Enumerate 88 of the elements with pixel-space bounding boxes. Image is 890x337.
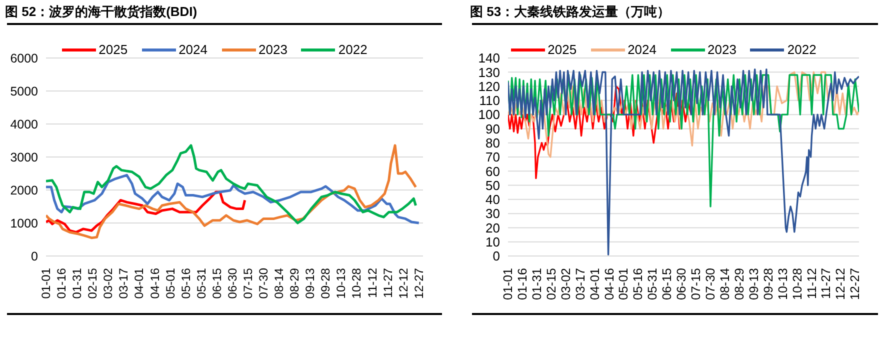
y-tick-label: 1000	[10, 216, 38, 230]
legend-label: 2025	[98, 42, 128, 58]
x-tick-label: 05-16	[631, 268, 646, 300]
x-tick-label: 11-12	[365, 268, 380, 298]
x-tick-label: 03-17	[116, 268, 131, 299]
y-tick-label: 50	[486, 178, 500, 193]
legend-label: 2024	[628, 42, 656, 58]
x-tick-label: 06-30	[674, 268, 689, 300]
x-tick-label: 12-12	[396, 268, 410, 299]
line-series	[46, 144, 417, 224]
x-tick-label: 10-28	[350, 268, 364, 299]
y-tick-label: 30	[486, 206, 500, 222]
y-tick-label: 40	[486, 192, 500, 208]
x-tick-label: 05-31	[646, 268, 660, 300]
legend-label: 2023	[708, 42, 736, 58]
x-tick-label: 05-31	[194, 268, 208, 299]
x-tick-label: 06-15	[660, 268, 674, 300]
y-tick-label: 60	[486, 164, 500, 179]
x-tick-label: 06-30	[225, 268, 240, 299]
x-tick-label: 11-27	[819, 268, 834, 300]
x-tick-label: 11-12	[804, 268, 819, 300]
x-tick-label: 08-14	[272, 268, 286, 299]
x-tick-label: 01-31	[530, 268, 544, 300]
x-tick-label: 03-02	[558, 268, 573, 300]
x-tick-label: 09-28	[761, 268, 776, 300]
x-tick-label: 10-13	[776, 268, 790, 300]
x-tick-label: 05-16	[178, 268, 193, 299]
x-tick-label: 07-30	[704, 268, 718, 300]
x-tick-label: 12-27	[412, 268, 426, 299]
legend-label: 2022	[787, 42, 816, 58]
legend-label: 2023	[258, 42, 288, 58]
x-tick-label: 04-01	[588, 268, 602, 300]
x-tick-label: 01-01	[501, 268, 515, 300]
x-tick-label: 04-01	[132, 268, 146, 299]
y-tick-label: 5000	[10, 84, 38, 98]
x-tick-label: 09-28	[318, 268, 333, 299]
y-tick-label: 20	[486, 220, 500, 236]
x-tick-label: 01-16	[54, 268, 69, 299]
legend-label: 2025	[548, 42, 577, 58]
x-tick-label: 07-30	[256, 268, 270, 299]
y-tick-label: 90	[486, 121, 500, 136]
x-tick-label: 12-27	[848, 268, 862, 300]
y-tick-label: 0	[31, 249, 38, 264]
x-tick-label: 04-16	[148, 268, 162, 299]
legend-label: 2024	[178, 42, 208, 58]
y-tick-label: 130	[478, 64, 500, 80]
x-tick-label: 05-01	[163, 268, 178, 299]
line-series	[46, 174, 420, 224]
y-tick-label: 4000	[10, 117, 38, 132]
y-tick-label: 140	[478, 50, 500, 66]
line-series	[508, 85, 692, 180]
legend-label: 2022	[338, 42, 368, 58]
line-series	[508, 74, 859, 208]
x-tick-label: 09-13	[303, 268, 318, 299]
y-tick-label: 10	[486, 234, 500, 250]
x-tick-label: 07-15	[240, 268, 255, 299]
y-tick-label: 100	[478, 107, 500, 122]
x-tick-label: 08-29	[732, 268, 746, 300]
y-tick-label: 120	[478, 78, 500, 94]
chart-title: 图 53：大秦线铁路发运量（万吨）	[470, 3, 670, 21]
x-tick-label: 03-17	[573, 268, 588, 300]
x-tick-label: 10-13	[334, 268, 348, 299]
x-tick-label: 06-15	[210, 268, 224, 299]
x-tick-label: 12-12	[834, 268, 848, 300]
x-tick-label: 02-15	[86, 268, 100, 299]
line-series	[508, 68, 859, 256]
y-tick-label: 70	[486, 150, 500, 165]
y-tick-label: 2000	[10, 183, 38, 198]
x-tick-label: 09-13	[746, 268, 761, 300]
x-tick-label: 01-01	[39, 268, 53, 299]
x-tick-label: 03-02	[101, 268, 116, 299]
x-tick-label: 01-16	[515, 268, 530, 300]
x-tick-label: 07-15	[689, 268, 704, 300]
y-tick-label: 0	[492, 248, 500, 264]
x-tick-label: 11-27	[380, 268, 395, 298]
x-tick-label: 04-16	[602, 268, 616, 300]
x-tick-label: 08-14	[718, 268, 732, 300]
y-tick-label: 80	[486, 135, 500, 150]
y-tick-label: 110	[479, 93, 500, 108]
x-tick-label: 02-15	[544, 268, 558, 300]
y-tick-label: 6000	[10, 51, 38, 66]
y-tick-label: 3000	[10, 150, 38, 164]
x-tick-label: 10-28	[790, 268, 804, 300]
x-tick-label: 08-29	[288, 268, 302, 299]
line-series	[46, 144, 417, 240]
x-tick-label: 01-31	[70, 268, 84, 299]
chart-title: 图 52：波罗的海干散货指数(BDI)	[5, 3, 198, 21]
x-tick-label: 05-01	[616, 268, 631, 300]
